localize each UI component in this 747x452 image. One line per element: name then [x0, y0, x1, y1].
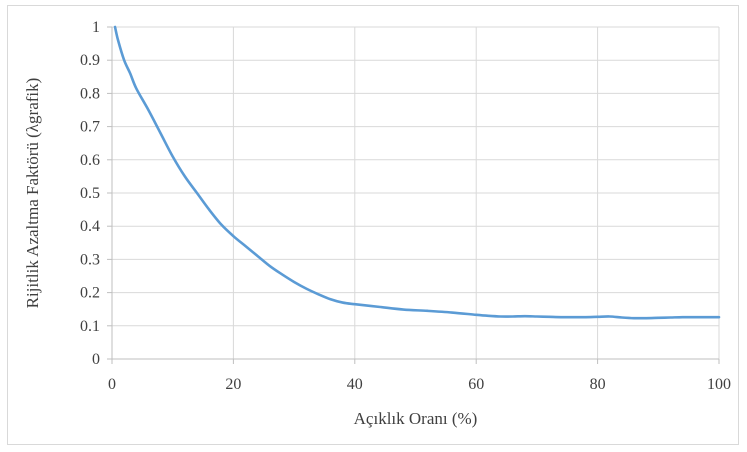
x-tick-label: 80	[590, 376, 606, 393]
y-tick-label: 0.4	[80, 218, 100, 235]
y-tick-label: 1	[92, 19, 100, 36]
y-tick-label: 0	[92, 351, 100, 368]
axes	[107, 26, 720, 364]
y-axis-title: Rijitlik Azaltma Faktörü (λgrafik)	[23, 78, 42, 309]
series-layer	[113, 25, 721, 320]
y-tick-label: 0.9	[80, 52, 100, 69]
x-tick-label: 60	[468, 376, 484, 393]
y-tick-label: 0.6	[80, 152, 100, 169]
x-axis-title: Açıklık Oranı (%)	[354, 409, 478, 428]
x-tick-label: 40	[347, 376, 363, 393]
x-tick-label: 20	[225, 376, 241, 393]
line-chart: 0 0.1 0.2 0.3 0.4 0.5 0.6 0.7 0.8 0.9 1 0 20 40 60 80 1…	[23, 19, 731, 428]
y-tick-label: 0.3	[80, 251, 100, 268]
y-tick-label: 0.7	[80, 119, 100, 136]
y-tick-labels: 0 0.1 0.2 0.3 0.4 0.5 0.6 0.7 0.8 0.9 1	[80, 19, 100, 368]
y-tick-label: 0.2	[80, 285, 100, 302]
y-tick-label: 0.5	[80, 185, 100, 202]
series-line	[113, 25, 721, 320]
grid	[112, 26, 720, 359]
x-tick-labels: 0 20 40 60 80 100	[108, 376, 731, 393]
y-tick-label: 0.1	[80, 318, 100, 335]
chart-frame: 0 0.1 0.2 0.3 0.4 0.5 0.6 0.7 0.8 0.9 1 0 20 40 60 80 1…	[7, 5, 739, 445]
x-tick-label: 0	[108, 376, 116, 393]
x-tick-label: 100	[707, 376, 731, 393]
y-tick-label: 0.8	[80, 85, 100, 102]
